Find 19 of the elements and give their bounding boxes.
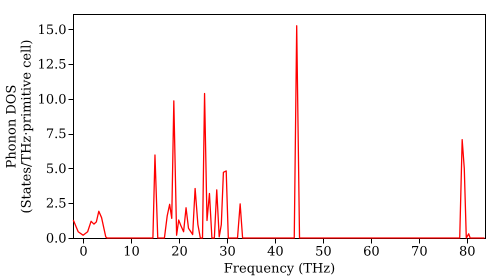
x-tick-label: 30 xyxy=(219,244,236,260)
x-tick-label: 0 xyxy=(79,244,88,260)
y-tick-label: 12.5 xyxy=(38,58,66,73)
x-tick-label: 40 xyxy=(267,244,284,260)
y-tick-label: 0.0 xyxy=(46,232,66,246)
x-tick-label: 60 xyxy=(363,244,380,260)
y-axis-title: Phonon DOS (States/THz·primitive cell) xyxy=(4,39,35,214)
x-tick-label: 10 xyxy=(123,244,140,260)
y-tick-label: 10.0 xyxy=(38,92,66,108)
x-tick-label: 20 xyxy=(171,244,188,260)
y-tick-label: 2.5 xyxy=(46,196,66,212)
line-series xyxy=(72,25,486,239)
y-tick-label: 7.5 xyxy=(46,127,66,142)
y-tick-label: 15.0 xyxy=(38,22,66,38)
x-tick-label: 80 xyxy=(459,244,476,260)
x-tick-label: 50 xyxy=(315,244,332,260)
x-axis-title: Frequency (THz) xyxy=(224,262,336,276)
y-tick-label: 5.0 xyxy=(46,162,66,177)
x-tick-label: 70 xyxy=(411,244,428,260)
